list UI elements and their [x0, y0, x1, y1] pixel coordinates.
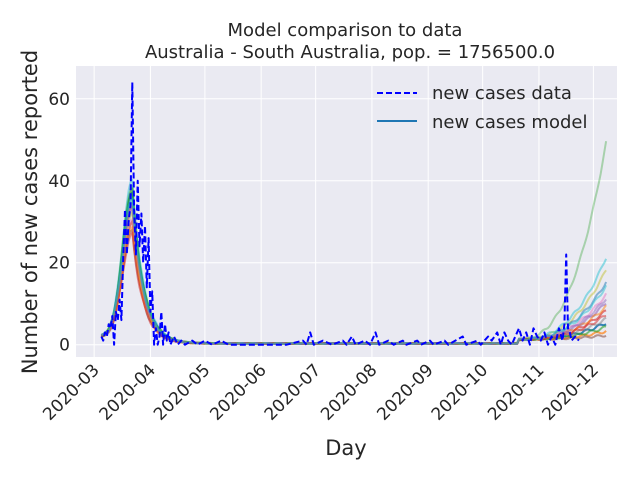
y-tick-label: 60 — [48, 90, 70, 110]
y-tick-label: 20 — [48, 254, 70, 274]
new-cases-data-line — [100, 81, 580, 346]
x-axis-label: Day — [325, 436, 366, 460]
y-axis-label: Number of new cases reported — [18, 50, 42, 374]
y-tick-label: 40 — [48, 172, 70, 192]
legend-label-model: new cases model — [432, 112, 587, 133]
y-tick-label: 0 — [59, 336, 70, 356]
legend-label-data: new cases data — [432, 83, 572, 104]
chart-title-line2: Australia - South Australia, pop. = 1756… — [145, 42, 555, 63]
y-axis-ticks: 0 20 40 60 — [48, 90, 70, 356]
model-run-line-14 — [100, 204, 607, 345]
plot-area — [76, 66, 617, 357]
legend: new cases data new cases model — [377, 83, 587, 133]
chart-title-line1: Model comparison to data — [228, 20, 463, 41]
data-line — [100, 81, 580, 346]
grid — [76, 66, 617, 357]
